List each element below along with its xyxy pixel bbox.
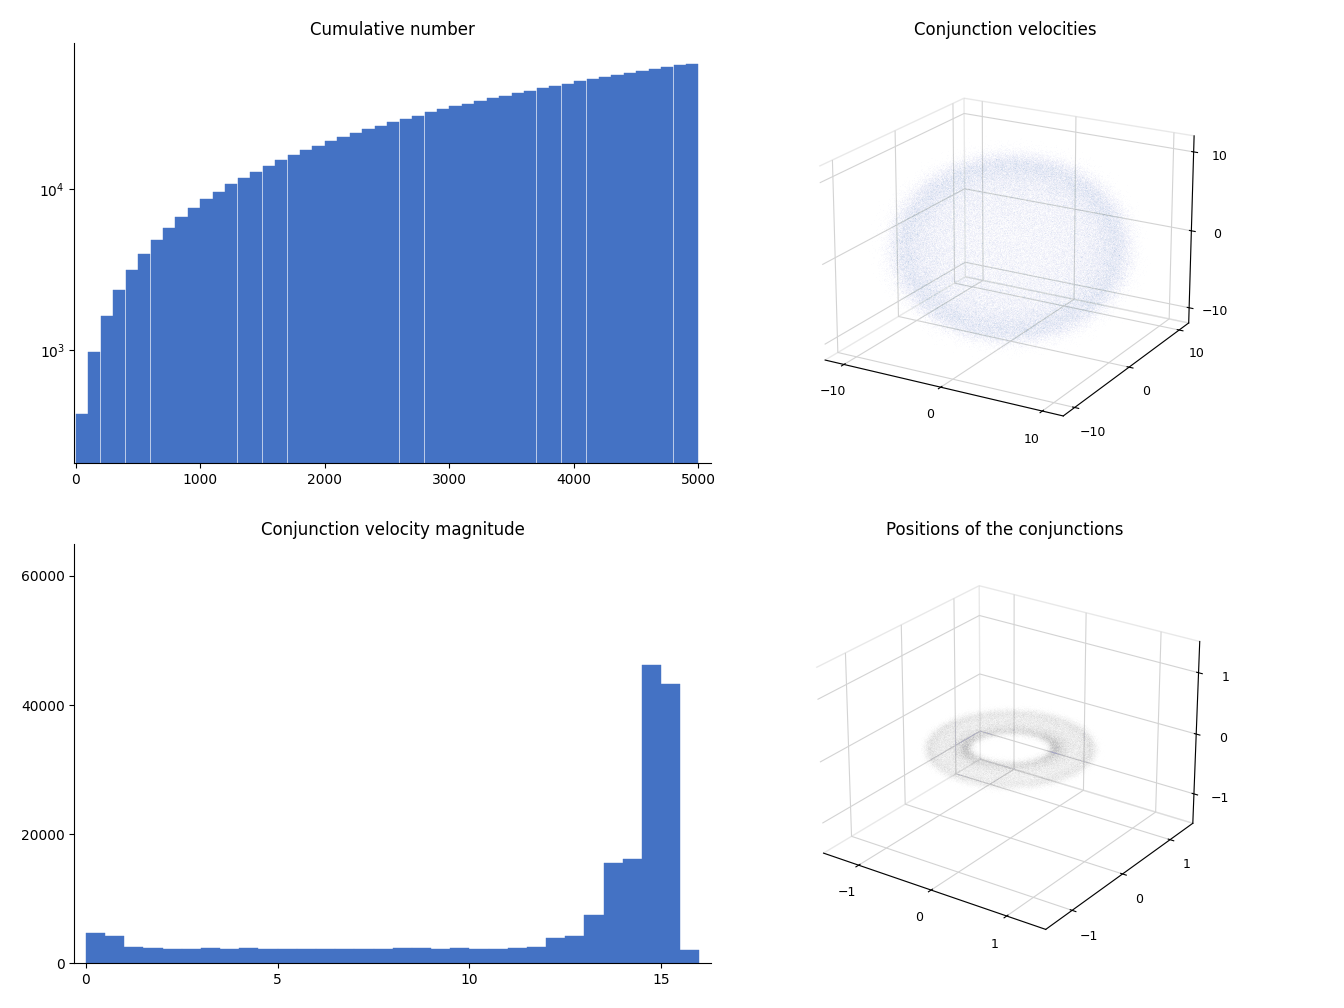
Bar xyxy=(374,949,392,964)
Bar xyxy=(489,949,508,964)
Bar xyxy=(411,949,431,964)
Bar xyxy=(262,165,276,1008)
Bar xyxy=(226,184,238,1008)
Bar xyxy=(474,101,487,1008)
Bar xyxy=(181,949,202,964)
Bar xyxy=(316,949,335,964)
Bar xyxy=(437,109,449,1008)
Bar xyxy=(75,414,87,1008)
Bar xyxy=(508,949,527,964)
Bar xyxy=(500,96,512,1008)
Bar xyxy=(101,316,113,1008)
Bar xyxy=(375,126,387,1008)
Bar xyxy=(624,73,636,1008)
Bar xyxy=(278,949,297,964)
Bar xyxy=(349,133,362,1008)
Bar xyxy=(220,949,239,964)
Bar xyxy=(586,80,598,1008)
Bar xyxy=(449,107,462,1008)
Bar xyxy=(163,228,175,1008)
Bar xyxy=(297,949,316,964)
Bar xyxy=(151,240,163,1008)
Bar xyxy=(138,254,151,1008)
Bar xyxy=(250,171,262,1008)
Bar xyxy=(125,270,138,1008)
Bar xyxy=(622,859,642,964)
Bar xyxy=(585,915,603,964)
Bar xyxy=(335,949,355,964)
Title: Conjunction velocities: Conjunction velocities xyxy=(914,21,1097,39)
Bar xyxy=(392,949,411,964)
Bar xyxy=(89,352,101,1008)
Bar xyxy=(355,949,374,964)
Bar xyxy=(661,68,673,1008)
Bar xyxy=(566,935,585,964)
Bar xyxy=(188,208,200,1008)
Bar xyxy=(661,684,680,964)
Bar xyxy=(363,129,375,1008)
Bar xyxy=(387,122,399,1008)
Title: Conjunction velocity magnitude: Conjunction velocity magnitude xyxy=(261,521,524,539)
Bar xyxy=(536,88,548,1008)
Bar xyxy=(239,949,258,964)
Bar xyxy=(599,77,612,1008)
Bar xyxy=(202,949,220,964)
Bar xyxy=(431,949,450,964)
Bar xyxy=(546,938,566,964)
Bar xyxy=(642,664,661,964)
Bar xyxy=(574,82,586,1008)
Bar xyxy=(300,150,312,1008)
Bar xyxy=(603,863,622,964)
Bar xyxy=(86,933,105,964)
Bar xyxy=(238,177,250,1008)
Bar xyxy=(312,146,325,1008)
Bar xyxy=(124,947,144,964)
Bar xyxy=(200,200,212,1008)
Bar xyxy=(113,290,125,1008)
Bar xyxy=(562,84,574,1008)
Bar xyxy=(399,119,411,1008)
Bar xyxy=(450,949,469,964)
Bar xyxy=(176,218,188,1008)
Bar xyxy=(462,104,474,1008)
Bar xyxy=(512,93,524,1008)
Bar xyxy=(527,948,546,964)
Bar xyxy=(413,116,425,1008)
Bar xyxy=(163,950,181,964)
Bar xyxy=(649,70,661,1008)
Bar xyxy=(212,192,224,1008)
Bar xyxy=(325,141,337,1008)
Bar xyxy=(487,98,499,1008)
Bar xyxy=(105,935,124,964)
Bar xyxy=(144,949,163,964)
Bar xyxy=(337,137,349,1008)
Bar xyxy=(425,113,437,1008)
Bar xyxy=(680,950,699,964)
Bar xyxy=(524,91,536,1008)
Bar xyxy=(687,64,699,1008)
Bar xyxy=(258,949,278,964)
Bar xyxy=(636,71,649,1008)
Bar xyxy=(276,160,288,1008)
Title: Cumulative number: Cumulative number xyxy=(310,21,476,39)
Bar xyxy=(550,86,562,1008)
Bar xyxy=(612,75,624,1008)
Bar xyxy=(469,949,489,964)
Bar xyxy=(288,155,300,1008)
Bar xyxy=(673,66,685,1008)
Title: Positions of the conjunctions: Positions of the conjunctions xyxy=(886,521,1124,539)
